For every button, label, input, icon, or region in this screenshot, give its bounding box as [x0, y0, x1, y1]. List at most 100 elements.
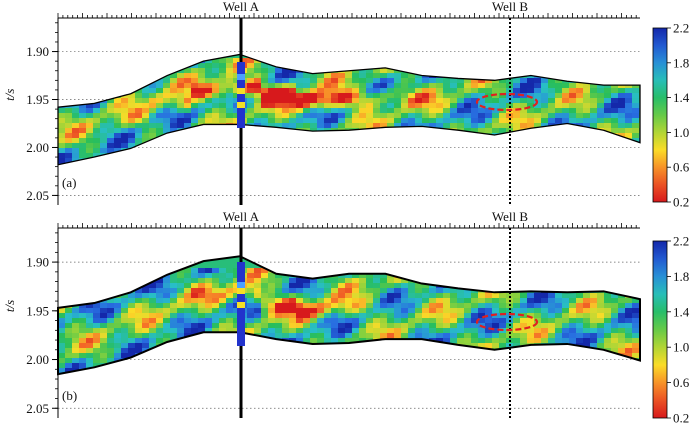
layer-cell [268, 83, 276, 89]
layer-cell [478, 328, 486, 334]
layer-cell [184, 73, 192, 79]
layer-cell [625, 158, 633, 164]
layer-cell [170, 148, 178, 154]
layer-cell [478, 268, 486, 274]
layer-cell [128, 198, 136, 204]
layer-cell [114, 133, 122, 139]
layer-cell [93, 378, 101, 384]
layer-cell [555, 88, 563, 94]
layer-cell [366, 123, 374, 129]
layer-cell [464, 138, 472, 144]
layer-cell [100, 63, 108, 69]
layer-cell [65, 268, 73, 274]
layer-cell [282, 388, 290, 394]
layer-cell [212, 168, 220, 174]
layer-cell [310, 388, 318, 394]
layer-cell [618, 328, 626, 334]
layer-cell [233, 363, 241, 369]
layer-cell [625, 333, 633, 339]
layer-cell [212, 288, 220, 294]
layer-cell [415, 128, 423, 134]
layer-cell [107, 298, 115, 304]
layer-cell [632, 148, 640, 154]
layer-cell [135, 268, 143, 274]
layer-cell [303, 388, 311, 394]
layer-cell [590, 178, 598, 184]
layer-cell [611, 98, 619, 104]
layer-cell [233, 283, 241, 289]
layer-cell [212, 153, 220, 159]
layer-cell [345, 268, 353, 274]
layer-cell [338, 123, 346, 129]
layer-cell [597, 408, 605, 414]
layer-cell [93, 303, 101, 309]
layer-cell [310, 323, 318, 329]
layer-cell [422, 88, 430, 94]
layer-cell [184, 308, 192, 314]
layer-cell [499, 183, 507, 189]
layer-cell [618, 378, 626, 384]
layer-cell [156, 123, 164, 129]
layer-cell [345, 78, 353, 84]
layer-cell [527, 323, 535, 329]
layer-cell [58, 128, 66, 134]
layer-cell [380, 188, 388, 194]
layer-cell [212, 83, 220, 89]
layer-cell [177, 393, 185, 399]
layer-cell [555, 393, 563, 399]
layer-cell [79, 133, 87, 139]
layer-cell [282, 123, 290, 129]
layer-cell [93, 68, 101, 74]
layer-cell [408, 113, 416, 119]
layer-cell [408, 88, 416, 94]
layer-cell [135, 113, 143, 119]
layer-cell [65, 353, 73, 359]
layer-cell [72, 168, 80, 174]
layer-cell [331, 123, 339, 129]
layer-cell [471, 323, 479, 329]
layer-cell [485, 368, 493, 374]
layer-cell [415, 383, 423, 389]
layer-cell [317, 113, 325, 119]
layer-cell [597, 368, 605, 374]
layer-cell [198, 288, 206, 294]
layer-cell [415, 283, 423, 289]
layer-cell [226, 198, 234, 204]
layer-cell [289, 93, 297, 99]
layer-cell [359, 388, 367, 394]
layer-cell [401, 118, 409, 124]
layer-cell [555, 73, 563, 79]
layer-cell [632, 88, 640, 94]
layer-cell [548, 368, 556, 374]
layer-cell [303, 58, 311, 64]
layer-cell [289, 358, 297, 364]
layer-cell [163, 283, 171, 289]
layer-cell [212, 128, 220, 134]
layer-cell [72, 403, 80, 409]
layer-cell [170, 108, 178, 114]
layer-cell [429, 293, 437, 299]
layer-cell [597, 68, 605, 74]
layer-cell [121, 278, 129, 284]
layer-cell [471, 343, 479, 349]
layer-cell [338, 328, 346, 334]
layer-cell [429, 78, 437, 84]
layer-cell [471, 108, 479, 114]
layer-cell [373, 268, 381, 274]
layer-cell [373, 98, 381, 104]
layer-cell [296, 298, 304, 304]
layer-cell [366, 323, 374, 329]
layer-cell [583, 308, 591, 314]
layer-cell [569, 103, 577, 109]
layer-cell [156, 313, 164, 319]
layer-cell [359, 288, 367, 294]
layer-cell [534, 378, 542, 384]
layer-cell [597, 383, 605, 389]
layer-cell [121, 188, 129, 194]
layer-cell [247, 93, 255, 99]
layer-cell [345, 383, 353, 389]
layer-cell [331, 178, 339, 184]
layer-cell [149, 103, 157, 109]
layer-cell [534, 113, 542, 119]
layer-cell [562, 308, 570, 314]
